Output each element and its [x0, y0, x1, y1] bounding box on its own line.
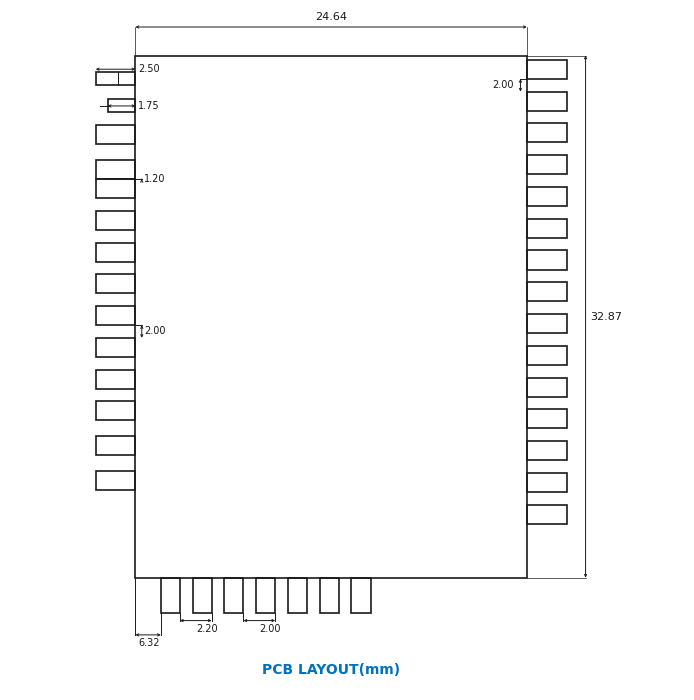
Bar [96, 160, 135, 179]
Bar [527, 473, 566, 492]
Bar [320, 578, 339, 612]
Bar [288, 578, 307, 612]
Bar [527, 187, 566, 206]
Bar [527, 314, 566, 333]
Bar [161, 578, 180, 612]
Text: PCB LAYOUT(mm): PCB LAYOUT(mm) [262, 664, 400, 678]
Bar [96, 401, 135, 421]
Text: 2.00: 2.00 [260, 624, 281, 634]
Bar [96, 306, 135, 325]
Bar [527, 441, 566, 460]
Text: 24.64: 24.64 [315, 12, 347, 22]
Bar [96, 125, 135, 144]
Text: 2.00: 2.00 [492, 80, 514, 90]
Bar [96, 436, 135, 456]
Bar [96, 72, 135, 85]
Bar [193, 578, 212, 612]
Bar [96, 211, 135, 230]
Bar [527, 92, 566, 111]
Bar [108, 99, 135, 113]
Text: 2.00: 2.00 [144, 326, 166, 337]
Bar [527, 505, 566, 524]
Bar [135, 55, 527, 578]
Bar [96, 370, 135, 389]
Text: 32.87: 32.87 [591, 312, 623, 321]
Text: 2.20: 2.20 [196, 624, 217, 634]
Bar [96, 338, 135, 357]
Bar [527, 218, 566, 238]
Bar [256, 578, 276, 612]
Bar [96, 179, 135, 198]
Text: 1.75: 1.75 [138, 101, 160, 111]
Bar [527, 377, 566, 397]
Text: 2.50: 2.50 [138, 64, 160, 74]
Bar [527, 251, 566, 270]
Bar [527, 410, 566, 428]
Bar [96, 242, 135, 262]
Bar [96, 274, 135, 293]
Bar [527, 155, 566, 174]
Bar [351, 578, 371, 612]
Bar [527, 123, 566, 143]
Bar [527, 282, 566, 301]
Bar [96, 471, 135, 490]
Bar [224, 578, 244, 612]
Text: 6.32: 6.32 [139, 638, 160, 648]
Bar [527, 60, 566, 79]
Text: 1.20: 1.20 [144, 174, 166, 184]
Bar [527, 346, 566, 365]
